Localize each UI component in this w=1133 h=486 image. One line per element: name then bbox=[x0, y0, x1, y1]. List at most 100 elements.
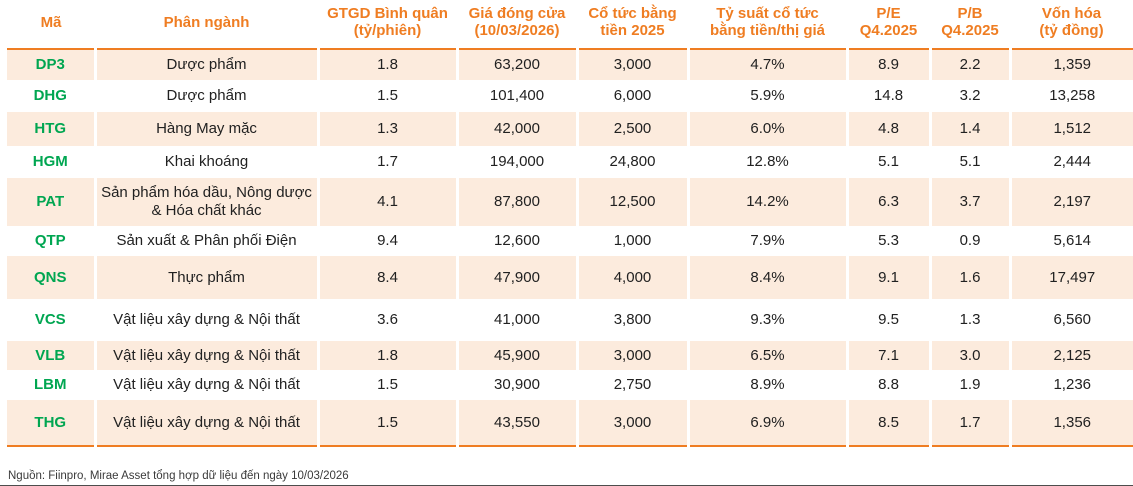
avg-value-cell: 8.4 bbox=[316, 256, 457, 299]
column-header-yield: Tỷ suất cổ tức bằng tiền/thị giá bbox=[688, 0, 847, 50]
yield-cell: 5.9% bbox=[686, 80, 847, 112]
column-header-sector: Phân ngành bbox=[95, 0, 318, 50]
marketcap-cell: 1,512 bbox=[1008, 112, 1133, 146]
pb-cell: 1.3 bbox=[928, 299, 1010, 341]
pb-cell: 3.0 bbox=[928, 341, 1010, 370]
stock-table: Mã Phân ngành GTGD Bình quân (tỷ/phiên) Giá… bbox=[7, 0, 1133, 447]
marketcap-cell: 1,356 bbox=[1008, 400, 1133, 446]
close-price-cell: 47,900 bbox=[455, 256, 577, 299]
pe-cell: 6.3 bbox=[845, 178, 930, 226]
pe-cell: 8.9 bbox=[845, 49, 930, 80]
sector-cell: Vật liệu xây dựng & Nội thất bbox=[93, 341, 318, 370]
avg-value-cell: 3.6 bbox=[316, 299, 457, 341]
avg-value-cell: 1.3 bbox=[316, 112, 457, 146]
table-row-DHG: DHG Dược phẩm 1.5 101,400 6,000 5.9% 14.8 3.2 13… bbox=[7, 80, 1133, 112]
dividend-cell: 12,500 bbox=[575, 178, 688, 226]
column-header-ticker: Mã bbox=[7, 0, 95, 50]
avg-value-cell: 1.8 bbox=[316, 341, 457, 370]
close-price-cell: 41,000 bbox=[455, 299, 577, 341]
avg-value-cell: 1.8 bbox=[316, 49, 457, 80]
marketcap-cell: 2,197 bbox=[1008, 178, 1133, 226]
pe-cell: 4.8 bbox=[845, 112, 930, 146]
pb-cell: 5.1 bbox=[928, 146, 1010, 178]
column-header-avg-value: GTGD Bình quân (tỷ/phiên) bbox=[318, 0, 457, 50]
yield-cell: 8.9% bbox=[686, 370, 847, 400]
dividend-cell: 3,800 bbox=[575, 299, 688, 341]
ticker-cell: HTG bbox=[7, 112, 95, 146]
avg-value-cell: 9.4 bbox=[316, 226, 457, 256]
column-header-dividend: Cổ tức bằng tiền 2025 bbox=[577, 0, 688, 50]
pe-cell: 14.8 bbox=[845, 80, 930, 112]
pb-cell: 2.2 bbox=[928, 49, 1010, 80]
pe-cell: 9.5 bbox=[845, 299, 930, 341]
sector-cell: Vật liệu xây dựng & Nội thất bbox=[93, 299, 318, 341]
pb-cell: 1.4 bbox=[928, 112, 1010, 146]
sector-cell: Sản phẩm hóa dầu, Nông dược & Hóa chất k… bbox=[93, 178, 318, 226]
dividend-cell: 6,000 bbox=[575, 80, 688, 112]
close-price-cell: 87,800 bbox=[455, 178, 577, 226]
table-row-THG: THG Vật liệu xây dựng & Nội thất 1.5 43,550… bbox=[7, 400, 1133, 446]
dividend-cell: 3,000 bbox=[575, 49, 688, 80]
ticker-cell: DHG bbox=[7, 80, 95, 112]
sector-cell: Dược phẩm bbox=[93, 80, 318, 112]
ticker-cell: QNS bbox=[7, 256, 95, 299]
yield-cell: 7.9% bbox=[686, 226, 847, 256]
close-price-cell: 43,550 bbox=[455, 400, 577, 446]
dividend-cell: 24,800 bbox=[575, 146, 688, 178]
close-price-cell: 101,400 bbox=[455, 80, 577, 112]
yield-cell: 6.5% bbox=[686, 341, 847, 370]
ticker-cell: VCS bbox=[7, 299, 95, 341]
dividend-cell: 4,000 bbox=[575, 256, 688, 299]
dividend-cell: 3,000 bbox=[575, 400, 688, 446]
avg-value-cell: 1.7 bbox=[316, 146, 457, 178]
close-price-cell: 194,000 bbox=[455, 146, 577, 178]
sector-cell: Hàng May mặc bbox=[93, 112, 318, 146]
pe-cell: 7.1 bbox=[845, 341, 930, 370]
ticker-cell: PAT bbox=[7, 178, 95, 226]
ticker-cell: DP3 bbox=[7, 49, 95, 80]
marketcap-cell: 1,236 bbox=[1008, 370, 1133, 400]
marketcap-cell: 5,614 bbox=[1008, 226, 1133, 256]
close-price-cell: 45,900 bbox=[455, 341, 577, 370]
ticker-cell: QTP bbox=[7, 226, 95, 256]
column-header-pe: P/E Q4.2025 bbox=[847, 0, 930, 50]
pb-cell: 3.7 bbox=[928, 178, 1010, 226]
table-row-QTP: QTP Sản xuất & Phân phối Điện 9.4 12,600 1,0… bbox=[7, 226, 1133, 256]
avg-value-cell: 4.1 bbox=[316, 178, 457, 226]
column-header-close-price: Giá đóng cửa (10/03/2026) bbox=[457, 0, 577, 50]
sector-cell: Thực phẩm bbox=[93, 256, 318, 299]
table-row-VLB: VLB Vật liệu xây dựng & Nội thất 1.8 45,900… bbox=[7, 341, 1133, 370]
marketcap-cell: 2,444 bbox=[1008, 146, 1133, 178]
table-row-VCS: VCS Vật liệu xây dựng & Nội thất 3.6 41,000… bbox=[7, 299, 1133, 341]
close-price-cell: 42,000 bbox=[455, 112, 577, 146]
avg-value-cell: 1.5 bbox=[316, 370, 457, 400]
yield-cell: 6.9% bbox=[686, 400, 847, 446]
yield-cell: 9.3% bbox=[686, 299, 847, 341]
table-row-DP3: DP3 Dược phẩm 1.8 63,200 3,000 4.7% 8.9 2.2 1,35… bbox=[7, 49, 1133, 80]
dividend-cell: 1,000 bbox=[575, 226, 688, 256]
dividend-cell: 3,000 bbox=[575, 341, 688, 370]
ticker-cell: HGM bbox=[7, 146, 95, 178]
sector-cell: Khai khoáng bbox=[93, 146, 318, 178]
yield-cell: 14.2% bbox=[686, 178, 847, 226]
pb-cell: 1.6 bbox=[928, 256, 1010, 299]
ticker-cell: THG bbox=[7, 400, 95, 446]
marketcap-cell: 2,125 bbox=[1008, 341, 1133, 370]
sector-cell: Sản xuất & Phân phối Điện bbox=[93, 226, 318, 256]
sector-cell: Dược phẩm bbox=[93, 49, 318, 80]
yield-cell: 8.4% bbox=[686, 256, 847, 299]
dividend-cell: 2,750 bbox=[575, 370, 688, 400]
marketcap-cell: 13,258 bbox=[1008, 80, 1133, 112]
sector-cell: Vật liệu xây dựng & Nội thất bbox=[93, 370, 318, 400]
avg-value-cell: 1.5 bbox=[316, 400, 457, 446]
column-header-marketcap: Vốn hóa (tỷ đồng) bbox=[1010, 0, 1133, 50]
marketcap-cell: 17,497 bbox=[1008, 256, 1133, 299]
avg-value-cell: 1.5 bbox=[316, 80, 457, 112]
marketcap-cell: 1,359 bbox=[1008, 49, 1133, 80]
pe-cell: 9.1 bbox=[845, 256, 930, 299]
close-price-cell: 12,600 bbox=[455, 226, 577, 256]
pe-cell: 5.3 bbox=[845, 226, 930, 256]
pb-cell: 1.9 bbox=[928, 370, 1010, 400]
yield-cell: 4.7% bbox=[686, 49, 847, 80]
